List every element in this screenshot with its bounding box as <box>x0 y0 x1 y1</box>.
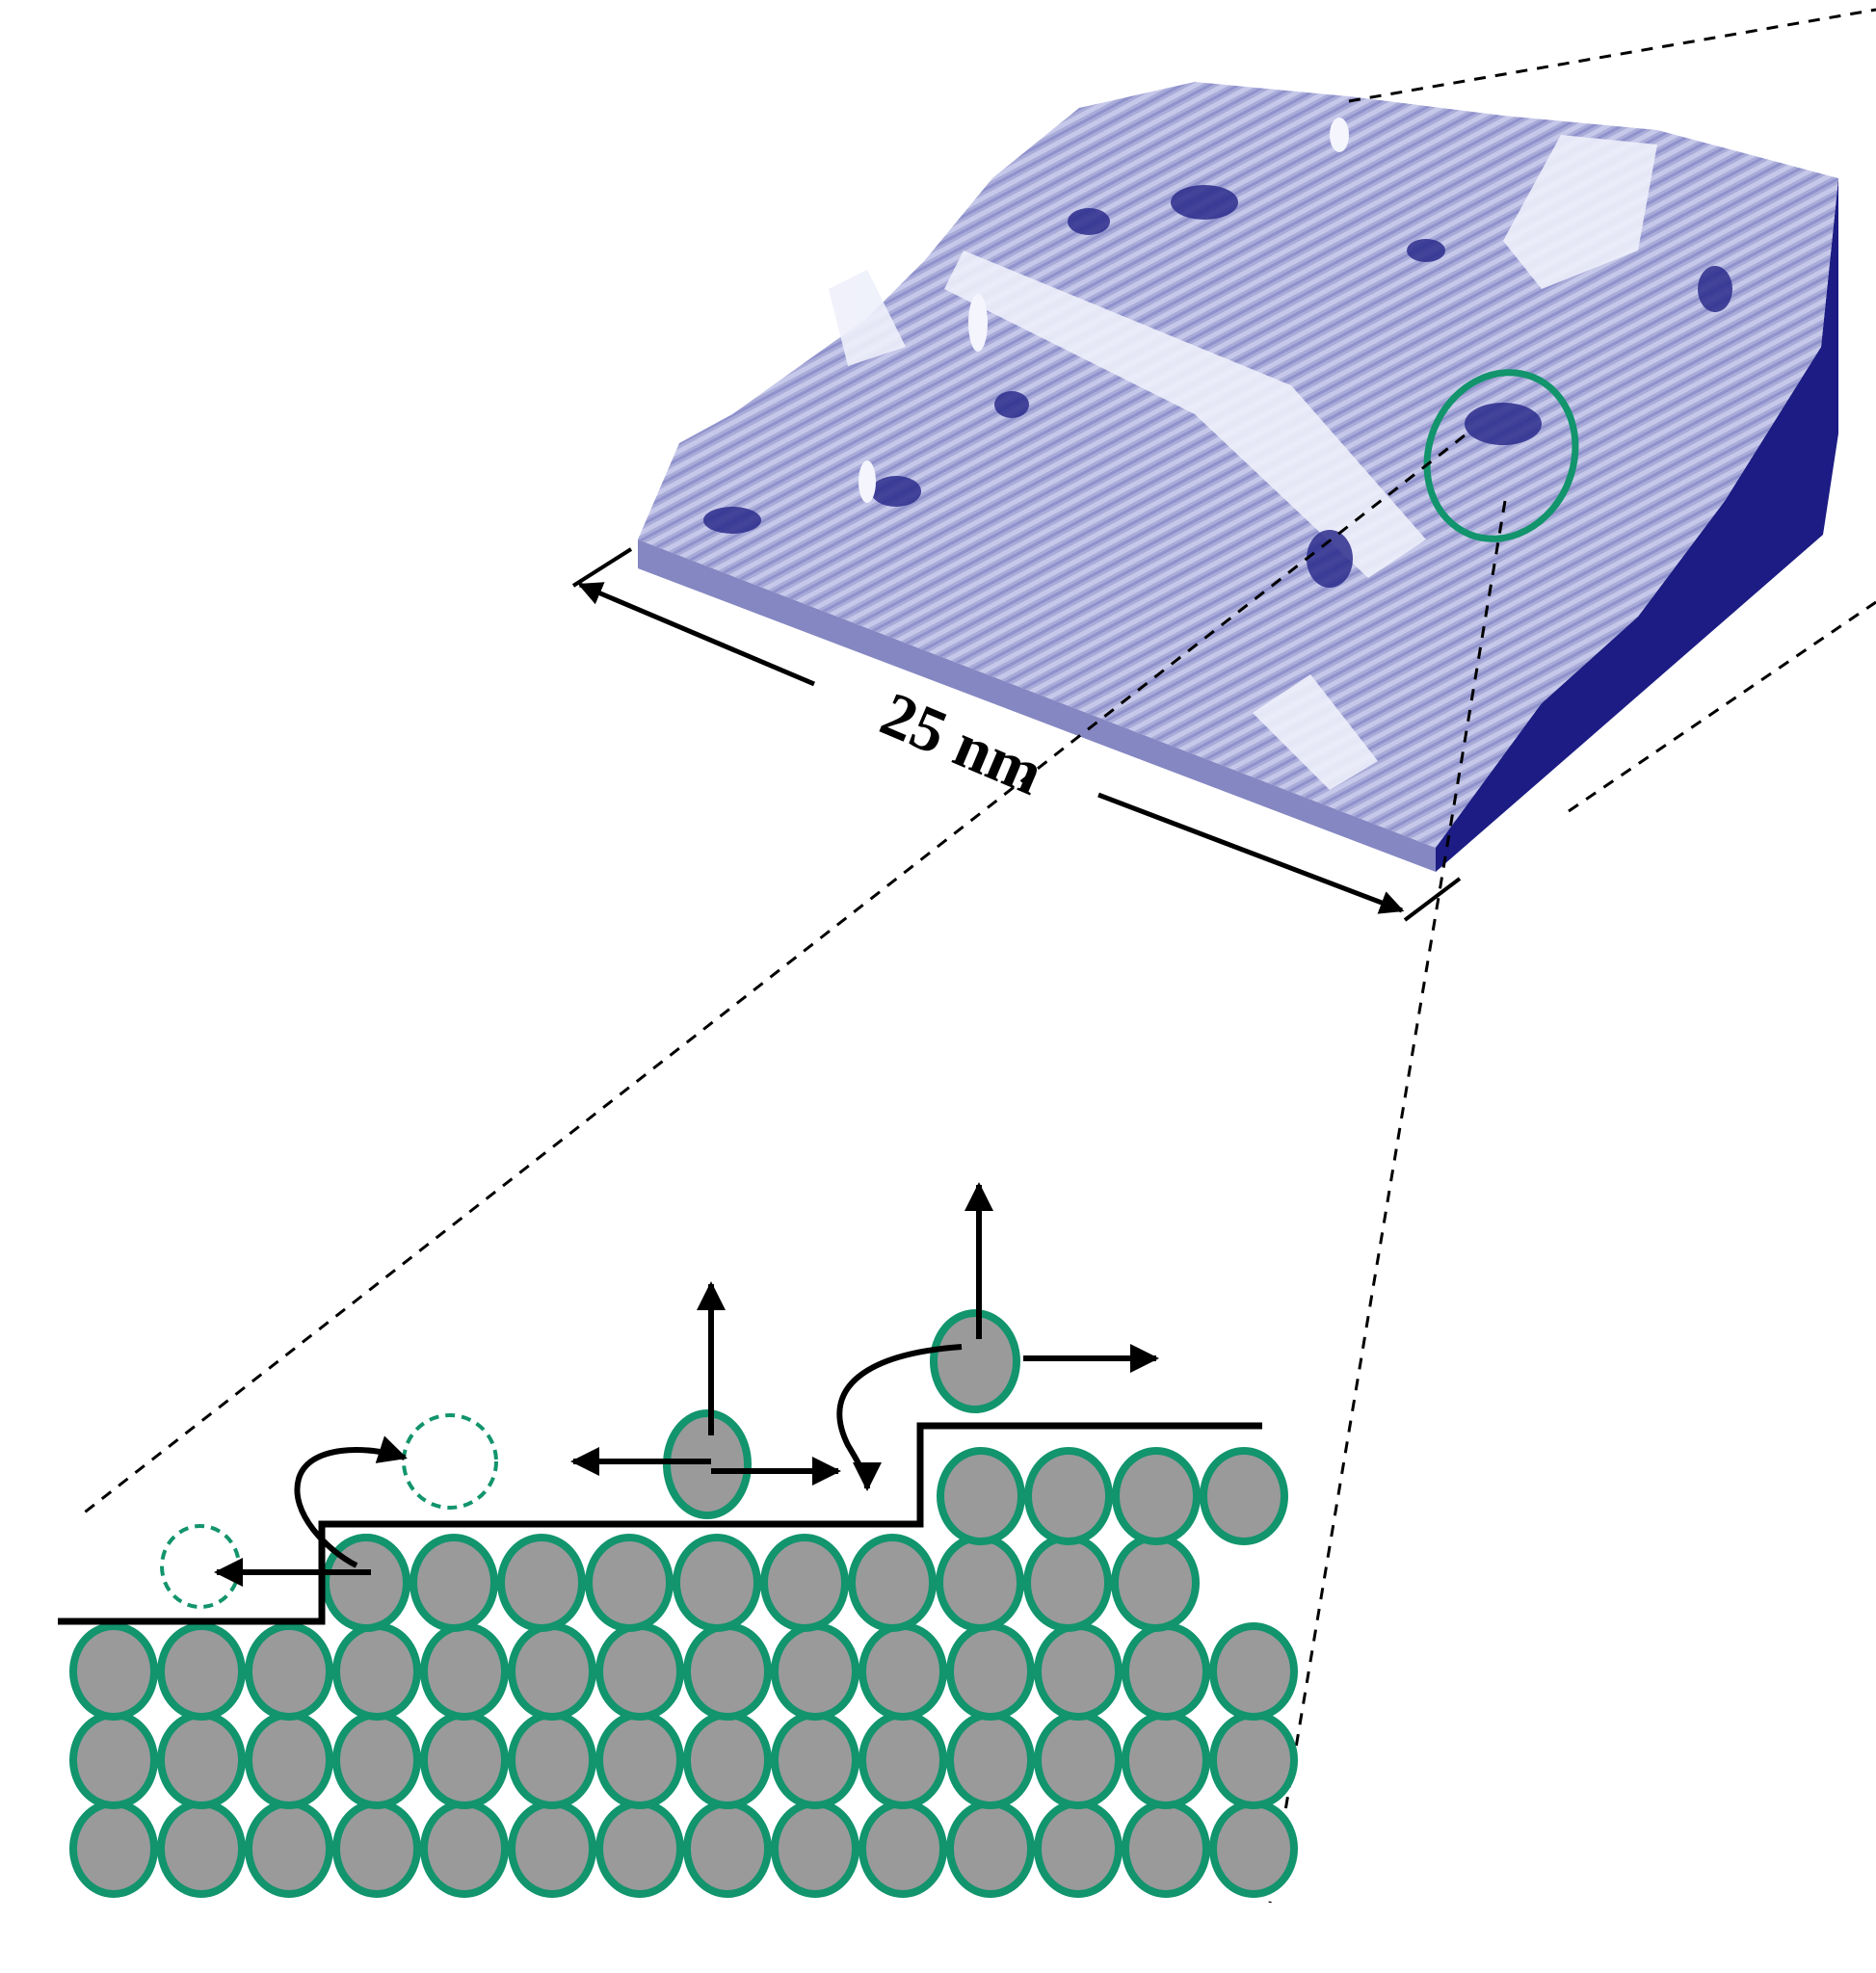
atom <box>1209 1622 1298 1721</box>
atom <box>420 1711 509 1809</box>
adatom-step-edge <box>930 1309 1020 1413</box>
atom <box>771 1711 859 1809</box>
arrow-curve-over-step <box>294 1435 408 1568</box>
zoom-guide-lines <box>81 8 1876 1904</box>
scale-bar-right-tick <box>1403 877 1462 922</box>
scale-bar-right-segment <box>1097 792 1405 914</box>
surface-front-face <box>638 539 1436 872</box>
atom <box>332 1711 421 1809</box>
atom <box>497 1534 586 1632</box>
atom <box>1034 1711 1123 1809</box>
atom <box>771 1622 859 1721</box>
atom <box>1209 1800 1298 1898</box>
atom <box>245 1711 333 1809</box>
atom <box>1024 1447 1113 1545</box>
atom <box>946 1622 1035 1721</box>
atom <box>683 1711 772 1809</box>
atom <box>937 1447 1025 1545</box>
atom <box>410 1534 498 1632</box>
atom <box>69 1622 158 1721</box>
diffusion-arrows <box>214 1182 1159 1587</box>
surface-pits <box>703 185 1732 588</box>
atom <box>673 1534 761 1632</box>
atom <box>508 1622 596 1721</box>
terrace-profile-line <box>58 1422 1262 1625</box>
atom <box>585 1534 674 1632</box>
atom <box>859 1622 947 1721</box>
vacancy-site-upper <box>402 1413 498 1510</box>
atom <box>1122 1800 1210 1898</box>
atom <box>332 1800 421 1898</box>
atom <box>420 1800 509 1898</box>
atom <box>771 1800 859 1898</box>
atom <box>157 1800 246 1898</box>
atom <box>157 1711 246 1809</box>
atom <box>859 1711 947 1809</box>
atom <box>1209 1711 1298 1809</box>
atom <box>1034 1800 1123 1898</box>
arrow-curve-down-step <box>836 1344 963 1491</box>
highlight-ellipse-icon <box>1423 369 1579 542</box>
atom <box>683 1800 772 1898</box>
atom <box>1122 1711 1210 1809</box>
stm-surface-3d <box>638 82 1838 872</box>
scale-bar-left-tick <box>571 547 633 588</box>
surface-top-face <box>638 82 1838 848</box>
surface-step-ridges <box>829 135 1657 790</box>
atom <box>848 1534 937 1632</box>
atom <box>946 1711 1035 1809</box>
atom <box>1111 1534 1200 1632</box>
atom <box>1112 1447 1201 1545</box>
atom <box>508 1800 596 1898</box>
surface-side-face <box>1436 178 1838 872</box>
atom <box>332 1622 421 1721</box>
atom <box>245 1800 333 1898</box>
atom <box>69 1800 158 1898</box>
atom <box>946 1800 1035 1898</box>
atom <box>508 1711 596 1809</box>
atom-lattice <box>69 1447 1298 1898</box>
atom <box>69 1711 158 1809</box>
atom <box>595 1800 684 1898</box>
atom <box>245 1622 333 1721</box>
atom <box>760 1534 849 1632</box>
surface-adatoms <box>859 118 1349 503</box>
atom <box>1023 1534 1112 1632</box>
atom <box>1122 1622 1210 1721</box>
atom <box>595 1711 684 1809</box>
atom <box>420 1622 509 1721</box>
atom <box>683 1622 772 1721</box>
atom <box>1034 1622 1123 1721</box>
vacancy-site-lower <box>160 1524 241 1609</box>
atom <box>859 1800 947 1898</box>
atom <box>157 1622 246 1721</box>
atom <box>936 1534 1024 1632</box>
atom <box>595 1622 684 1721</box>
atom <box>1200 1447 1288 1545</box>
scale-bar-left-segment <box>577 582 815 687</box>
